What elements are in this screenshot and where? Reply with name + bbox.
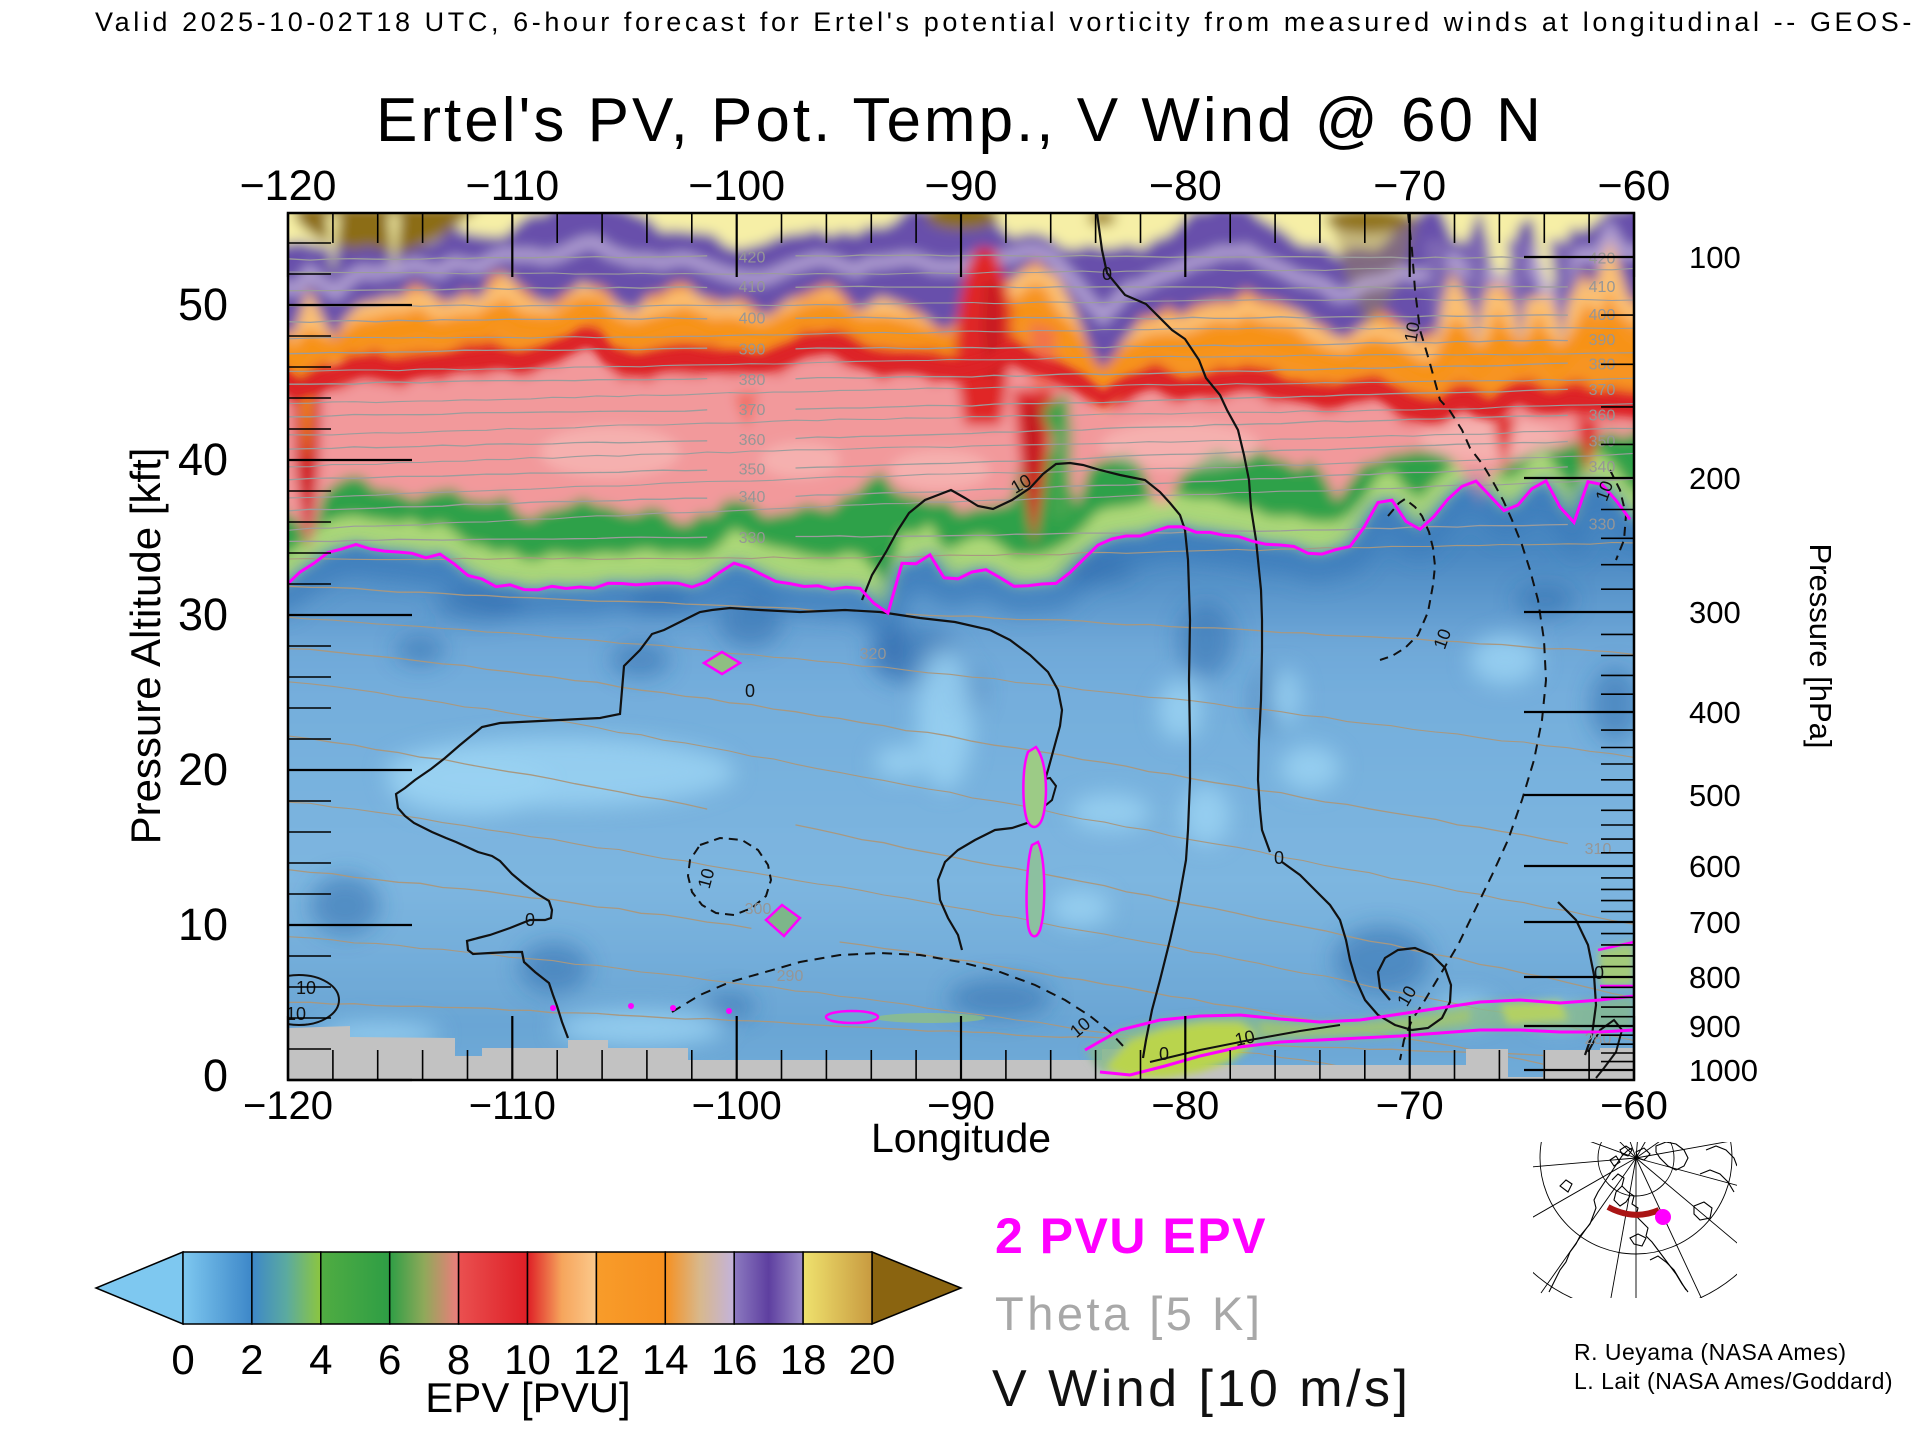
svg-text:−110: −110 (469, 1084, 556, 1128)
svg-text:320: 320 (860, 646, 887, 663)
svg-text:Ertel's PV, Pot. Temp., V Wind: Ertel's PV, Pot. Temp., V Wind @ 60 N (376, 86, 1544, 155)
svg-text:340: 340 (1589, 459, 1616, 476)
svg-text:−60: −60 (1600, 1084, 1668, 1128)
svg-text:350: 350 (739, 462, 766, 479)
svg-text:−120: −120 (240, 162, 337, 210)
svg-text:410: 410 (739, 279, 766, 296)
svg-text:0: 0 (1274, 848, 1284, 868)
svg-text:EPV [PVU]: EPV [PVU] (425, 1374, 630, 1421)
svg-text:20: 20 (178, 744, 228, 795)
svg-text:−100: −100 (692, 1084, 782, 1128)
svg-text:700: 700 (1689, 905, 1741, 940)
svg-text:Longitude: Longitude (871, 1115, 1051, 1161)
svg-text:0: 0 (1102, 264, 1112, 284)
svg-text:8: 8 (447, 1336, 470, 1383)
svg-text:0: 0 (1159, 1044, 1169, 1064)
svg-text:R. Ueyama (NASA Ames): R. Ueyama (NASA Ames) (1574, 1339, 1847, 1365)
svg-text:−60: −60 (1598, 162, 1671, 210)
svg-text:0: 0 (1594, 963, 1604, 983)
svg-text:10: 10 (286, 1004, 306, 1024)
svg-text:−110: −110 (465, 162, 559, 210)
svg-text:290: 290 (777, 968, 804, 985)
svg-text:0: 0 (171, 1336, 194, 1383)
svg-text:0: 0 (525, 910, 535, 930)
svg-text:4: 4 (309, 1336, 332, 1383)
svg-text:310: 310 (1585, 841, 1612, 858)
svg-text:18: 18 (780, 1336, 827, 1383)
svg-text:500: 500 (1689, 778, 1741, 813)
svg-text:600: 600 (1689, 849, 1741, 884)
svg-text:−70: −70 (1376, 1084, 1444, 1128)
svg-text:350: 350 (1589, 434, 1616, 451)
svg-text:50: 50 (178, 279, 228, 330)
svg-text:−120: −120 (243, 1084, 333, 1128)
svg-text:30: 30 (178, 589, 228, 640)
svg-text:16: 16 (711, 1336, 758, 1383)
svg-text:800: 800 (1689, 960, 1741, 995)
svg-text:330: 330 (1589, 517, 1616, 534)
svg-text:370: 370 (1589, 382, 1616, 399)
svg-text:360: 360 (1589, 408, 1616, 425)
svg-text:10: 10 (504, 1336, 551, 1383)
svg-text:900: 900 (1689, 1009, 1741, 1044)
svg-text:370: 370 (739, 402, 766, 419)
svg-text:410: 410 (1589, 279, 1616, 296)
svg-text:V Wind [10 m/s]: V Wind [10 m/s] (992, 1360, 1412, 1418)
svg-text:L. Lait (NASA Ames/Goddard): L. Lait (NASA Ames/Goddard) (1574, 1368, 1893, 1394)
svg-text:0: 0 (203, 1050, 228, 1101)
svg-text:Valid 2025-10-02T18 UTC, 6-hou: Valid 2025-10-02T18 UTC, 6-hour forecast… (95, 7, 1915, 37)
svg-text:12: 12 (573, 1336, 620, 1383)
svg-text:−70: −70 (1373, 162, 1446, 210)
svg-text:100: 100 (1689, 240, 1741, 275)
svg-text:200: 200 (1689, 461, 1741, 496)
svg-text:−90: −90 (925, 162, 998, 210)
svg-text:400: 400 (739, 310, 766, 327)
svg-text:−80: −80 (1149, 162, 1222, 210)
svg-text:330: 330 (739, 530, 766, 547)
svg-text:300: 300 (745, 901, 772, 918)
svg-text:400: 400 (1689, 695, 1741, 730)
svg-text:1000: 1000 (1689, 1053, 1758, 1088)
svg-text:380: 380 (739, 372, 766, 389)
svg-text:6: 6 (378, 1336, 401, 1383)
svg-text:10: 10 (1233, 1026, 1257, 1050)
svg-text:360: 360 (739, 432, 766, 449)
svg-text:300: 300 (1689, 595, 1741, 630)
svg-text:280: 280 (1585, 1031, 1612, 1048)
svg-text:40: 40 (178, 434, 228, 485)
svg-text:−100: −100 (688, 162, 785, 210)
svg-text:14: 14 (642, 1336, 689, 1383)
svg-text:390: 390 (739, 341, 766, 358)
svg-text:420: 420 (739, 249, 766, 266)
svg-text:Theta [5 K]: Theta [5 K] (995, 1287, 1263, 1340)
svg-text:Pressure [hPa]: Pressure [hPa] (1803, 543, 1838, 748)
svg-text:−80: −80 (1151, 1084, 1219, 1128)
svg-text:20: 20 (849, 1336, 896, 1383)
svg-text:390: 390 (1589, 332, 1616, 349)
svg-text:2: 2 (240, 1336, 263, 1383)
svg-text:Pressure Altitude [kft]: Pressure Altitude [kft] (122, 448, 169, 845)
svg-text:340: 340 (739, 489, 766, 506)
svg-text:420: 420 (1589, 250, 1616, 267)
svg-text:0: 0 (745, 681, 755, 701)
svg-text:10: 10 (296, 978, 316, 998)
svg-text:10: 10 (1401, 320, 1424, 343)
svg-text:−90: −90 (927, 1084, 995, 1128)
svg-text:10: 10 (178, 899, 228, 950)
svg-text:2 PVU EPV: 2 PVU EPV (995, 1208, 1267, 1264)
